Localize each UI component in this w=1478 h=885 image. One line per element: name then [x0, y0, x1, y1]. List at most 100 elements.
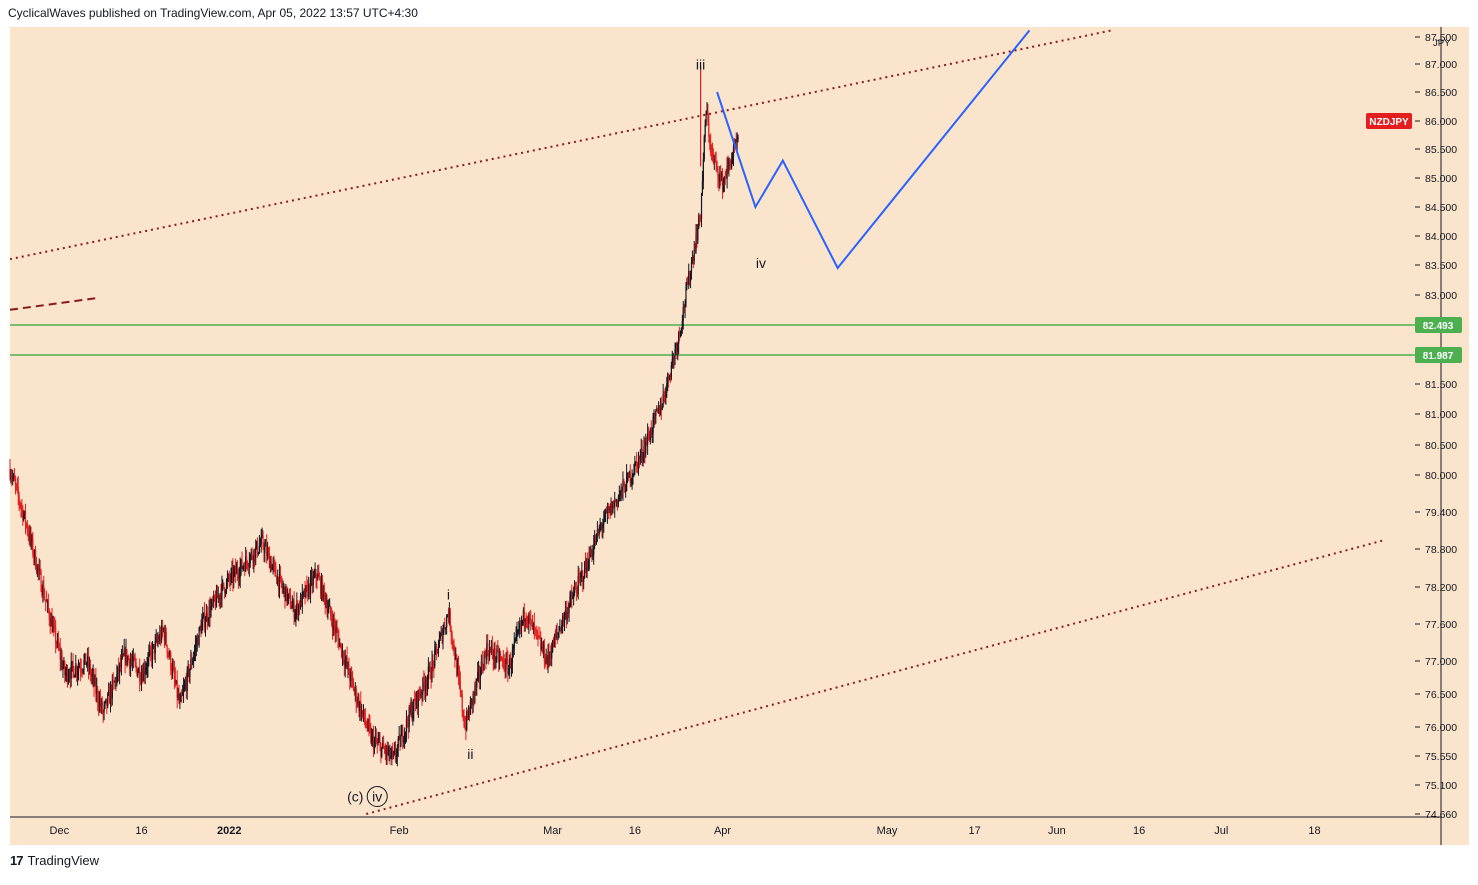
- candle-body: [721, 174, 723, 177]
- candle-body: [203, 613, 205, 617]
- candle-body: [509, 658, 512, 668]
- candle-body: [75, 665, 77, 676]
- candle-body: [716, 161, 718, 168]
- candle-body: [392, 750, 394, 754]
- candle-body: [43, 585, 45, 599]
- candle-body: [428, 666, 430, 668]
- candle-body: [694, 249, 696, 251]
- candle-body: [108, 690, 110, 695]
- candle-body: [138, 668, 140, 673]
- candle-body: [74, 675, 76, 678]
- candle-body: [135, 662, 137, 667]
- price-tick-label: 86.000: [1425, 116, 1457, 128]
- candle-body: [553, 636, 556, 648]
- candle-body: [317, 573, 319, 580]
- candle-body: [471, 698, 473, 705]
- candle-body: [430, 678, 432, 680]
- candle-body: [148, 653, 150, 658]
- candle-body: [286, 586, 288, 602]
- candle-body: [590, 553, 592, 558]
- candle-body: [457, 666, 460, 674]
- candle-body: [70, 662, 72, 679]
- candle-body: [641, 448, 643, 458]
- candle-body: [435, 646, 437, 650]
- candle-body: [594, 539, 596, 546]
- candle-body: [38, 568, 40, 571]
- candle-body: [307, 585, 309, 597]
- candle-body: [262, 535, 264, 547]
- candle-body: [328, 606, 330, 610]
- candle-body: [671, 359, 673, 365]
- candle-body: [440, 630, 442, 635]
- candle-body: [164, 631, 166, 641]
- candle-body: [155, 638, 157, 641]
- candle-body: [219, 594, 221, 600]
- candle-body: [23, 514, 25, 520]
- candle-body: [420, 693, 422, 697]
- candle-body: [503, 660, 505, 669]
- candle-body: [700, 217, 702, 220]
- candle-body: [17, 486, 19, 496]
- candle-body: [303, 589, 305, 593]
- candle-body: [632, 474, 634, 476]
- candle-body: [330, 606, 332, 616]
- candle-body: [525, 618, 527, 623]
- candle-body: [298, 604, 300, 615]
- candle-body: [663, 394, 665, 396]
- candle-body: [631, 475, 633, 481]
- candle-body: [208, 607, 210, 621]
- candle-body: [281, 583, 283, 589]
- candle-body: [457, 666, 459, 675]
- candle-body: [520, 620, 523, 627]
- candle-body: [163, 628, 165, 641]
- candle-body: [351, 672, 353, 677]
- candle-body: [633, 472, 635, 475]
- candle-body: [63, 662, 65, 667]
- candle-body: [59, 648, 61, 660]
- ticker-badge-label: NZDJPY: [1369, 117, 1409, 128]
- candle-body: [468, 710, 471, 715]
- price-tick-label: 87.500: [1425, 32, 1457, 44]
- candle-body: [445, 627, 447, 629]
- candle-body: [134, 659, 136, 663]
- candle-body: [598, 528, 600, 535]
- candle-body: [487, 643, 489, 653]
- candle-body: [622, 480, 624, 492]
- candle-body: [60, 657, 62, 660]
- candle-body: [376, 742, 378, 744]
- candle-body: [113, 681, 115, 683]
- candle-body: [524, 618, 526, 623]
- candle-body: [473, 693, 475, 696]
- candle-body: [592, 554, 594, 557]
- candle-body: [184, 683, 186, 687]
- tradingview-logo[interactable]: 17 TradingView: [10, 853, 99, 868]
- candle-body: [159, 633, 161, 642]
- candle-body: [305, 585, 307, 598]
- candle-body: [652, 416, 654, 433]
- candle-body: [398, 736, 400, 739]
- candle-body: [576, 592, 578, 595]
- candle-body: [180, 695, 182, 702]
- level-price-badge: [1415, 347, 1462, 363]
- candle-body: [141, 676, 144, 682]
- time-axis[interactable]: Dec 16 2022 Feb Mar 16 Apr May 17 Jun 16 Jul 18: [50, 825, 1321, 837]
- candle-body: [499, 657, 502, 659]
- candle-body: [394, 750, 397, 757]
- candle-body: [611, 502, 613, 514]
- candle-body: [308, 584, 310, 597]
- candle-body: [501, 658, 503, 660]
- candle-body: [649, 428, 651, 441]
- candle-body: [421, 693, 423, 695]
- candle-body: [381, 747, 383, 757]
- candle-body: [161, 626, 163, 640]
- candle-body: [123, 649, 125, 656]
- candle-body: [438, 639, 440, 648]
- candle-body: [50, 618, 52, 627]
- candle-body: [502, 658, 504, 661]
- candle-body: [485, 654, 487, 660]
- candle-body: [291, 605, 293, 609]
- candle-body: [34, 550, 36, 557]
- candle-body: [34, 550, 37, 569]
- time-tick-label: 18: [1308, 825, 1320, 837]
